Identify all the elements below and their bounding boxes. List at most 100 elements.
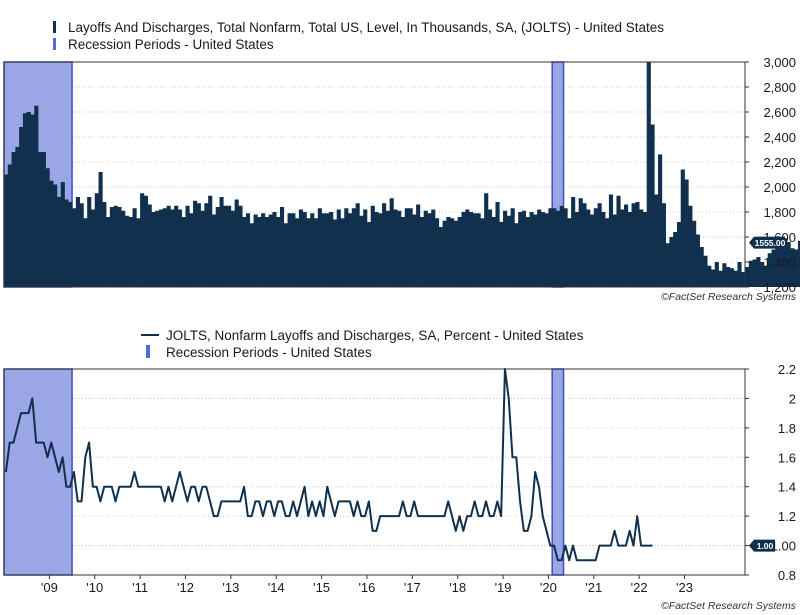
- x-tick-label: '10: [86, 580, 103, 595]
- bar: [760, 262, 765, 287]
- bar: [325, 213, 330, 287]
- bar: [287, 213, 292, 287]
- bar: [109, 207, 114, 287]
- recession-band: [551, 368, 565, 576]
- bar: [423, 210, 428, 287]
- bar: [797, 240, 800, 287]
- bar: [264, 217, 269, 287]
- bar: [699, 247, 704, 287]
- bar: [223, 205, 228, 287]
- plot-frame: [3, 61, 746, 288]
- bar: [714, 262, 719, 287]
- x-tick-label: '17: [404, 580, 421, 595]
- bar: [665, 243, 670, 287]
- bar: [684, 179, 689, 287]
- bar: [329, 212, 334, 287]
- bar: [83, 218, 88, 287]
- bar: [314, 218, 319, 287]
- bar: [355, 203, 360, 287]
- bar: [673, 232, 678, 287]
- y-tick-label: 1,400: [763, 255, 796, 270]
- bar: [786, 242, 791, 287]
- y-tick-label: 1.4: [778, 480, 796, 495]
- bar: [189, 213, 194, 287]
- bar: [170, 209, 175, 287]
- last-value-badge: 1555.00: [749, 236, 786, 249]
- bar: [174, 205, 179, 287]
- bar: [548, 208, 553, 287]
- bar: [487, 209, 493, 287]
- bar: [359, 215, 364, 287]
- bar: [41, 152, 46, 287]
- bar: [469, 212, 474, 287]
- bar: [64, 199, 69, 287]
- bar: [635, 202, 640, 287]
- y-axis-ticks: 1,2001,4001,6001,8002,0002,2002,4002,600…: [745, 55, 796, 295]
- y-tick-label: 2.2: [778, 362, 796, 377]
- source-credit: ©FactSet Research Systems: [661, 600, 797, 612]
- bar: [756, 257, 761, 287]
- bar: [552, 208, 557, 287]
- bar: [257, 217, 262, 287]
- bar: [238, 205, 243, 287]
- bar: [631, 203, 636, 287]
- bar: [495, 202, 500, 287]
- bar: [707, 265, 712, 287]
- bar: [639, 209, 644, 287]
- bar: [680, 169, 685, 287]
- bar: [49, 180, 54, 287]
- bar: [518, 212, 523, 287]
- y-tick-label: 1,200: [763, 280, 796, 295]
- bar: [159, 209, 164, 287]
- bar: [446, 217, 451, 287]
- x-tick-label: '22: [631, 580, 648, 595]
- bar: [196, 203, 201, 287]
- bar: [571, 197, 576, 287]
- bar: [499, 222, 504, 287]
- bar: [779, 237, 784, 287]
- bar: [408, 208, 413, 287]
- bar: [555, 210, 561, 287]
- bar: [283, 223, 288, 287]
- bar: [457, 217, 462, 287]
- bar: [113, 205, 118, 287]
- bar: [476, 213, 481, 287]
- bar: [593, 208, 598, 287]
- bar: [147, 204, 152, 287]
- bar: [434, 218, 440, 287]
- bar: [514, 223, 519, 287]
- x-tick-label: '14: [268, 580, 285, 595]
- bar: [620, 209, 625, 287]
- y-axis-ticks: 0.8 1.00 1.2 1.4 1.6 1.8 2 2.2: [745, 362, 796, 583]
- bar: [601, 212, 606, 287]
- bar: [253, 214, 258, 287]
- bar: [344, 208, 349, 287]
- bar: [219, 197, 224, 287]
- bar: [695, 234, 700, 287]
- bar: [321, 213, 326, 287]
- bar: [612, 214, 617, 287]
- bar: [261, 213, 266, 287]
- bar: [627, 212, 632, 287]
- legend: Layoffs And Discharges, Total Nonfarm, T…: [53, 20, 664, 52]
- y-tick-label: 3,000: [763, 55, 796, 70]
- bar: [416, 204, 421, 287]
- bar: [340, 218, 345, 287]
- y-tick-label: 1.8: [778, 421, 796, 436]
- x-tick-label: '09: [41, 580, 58, 595]
- bar: [102, 202, 107, 287]
- bar: [574, 212, 580, 287]
- bar: [491, 217, 496, 287]
- x-tick-label: '19: [495, 580, 512, 595]
- bar: [794, 249, 799, 287]
- bar: [771, 249, 776, 287]
- bar: [431, 209, 436, 287]
- bar: [132, 208, 137, 287]
- bar: [608, 194, 614, 287]
- bar: [291, 213, 296, 287]
- bar: [53, 184, 58, 287]
- bar: [582, 203, 587, 287]
- x-axis-ticks: '09 '10 '11 '12 '13 '14 '15 '16 '17 '18 '19 '20 '21 '…: [41, 575, 693, 595]
- bar: [775, 244, 780, 287]
